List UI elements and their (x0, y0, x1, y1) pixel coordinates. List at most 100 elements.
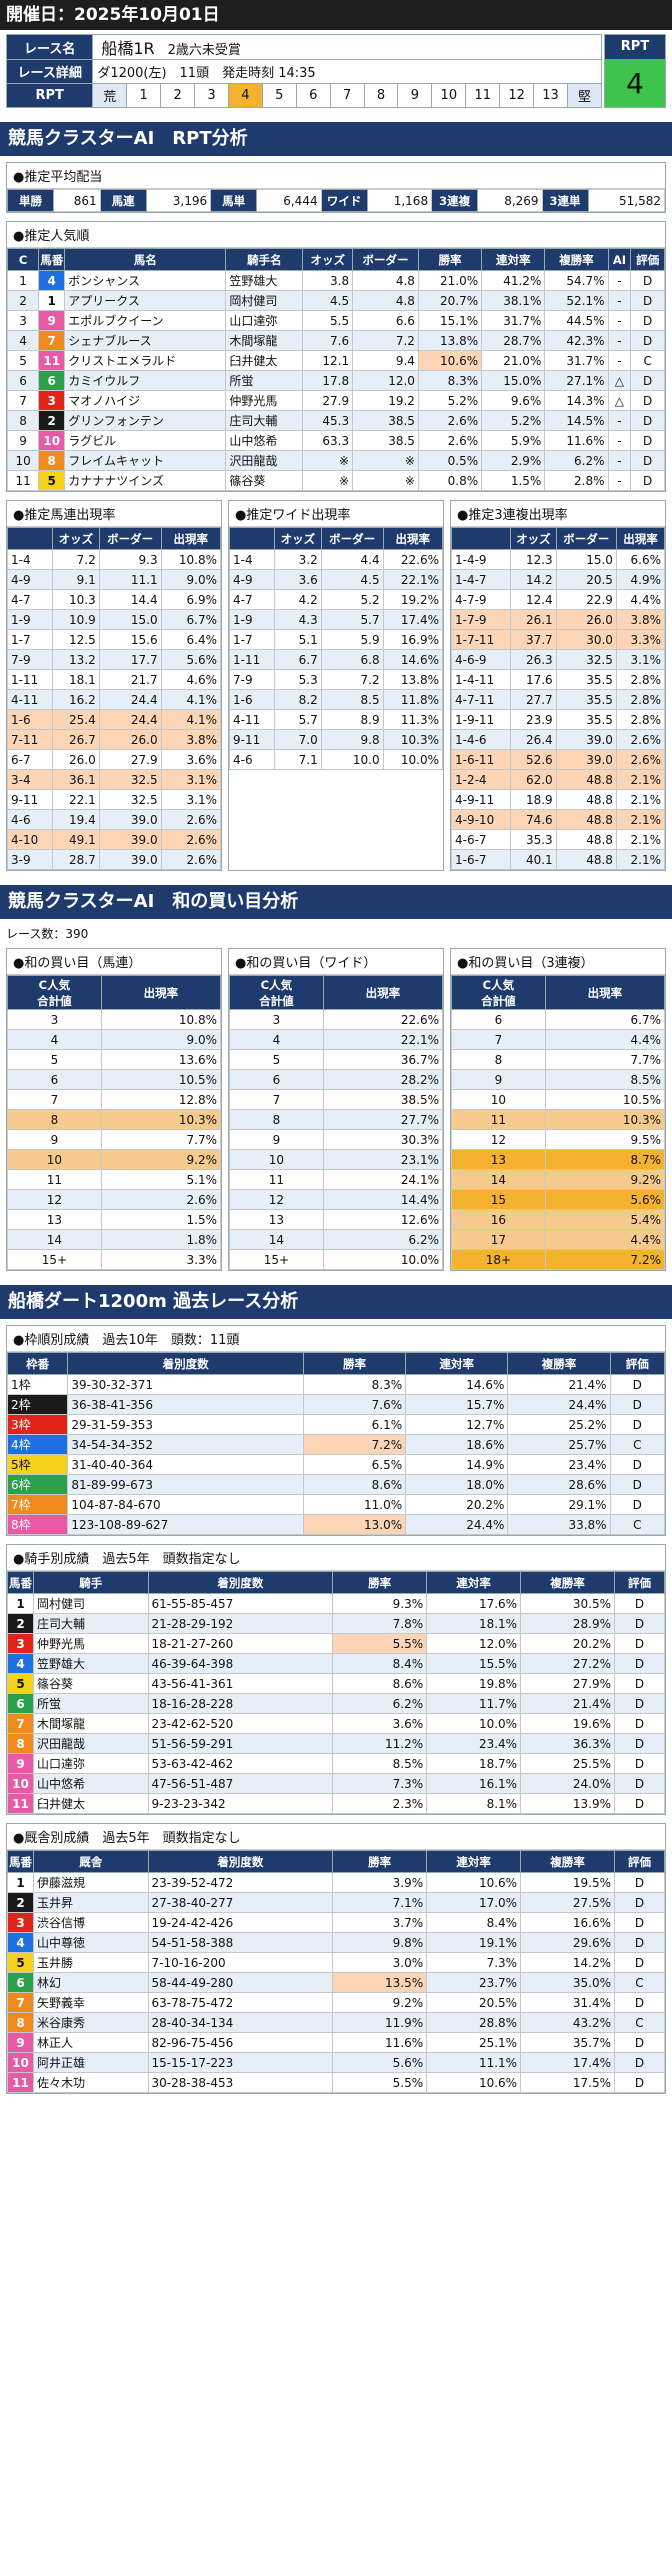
table-cell: 8.4% (332, 1653, 428, 1674)
wa-row: ●和の買い目（馬連） C人気 合計値 出現率 3 10.8% 4 9.0% 5 13.6% 6 10.… (6, 948, 666, 1271)
column-header: 評価 (630, 248, 665, 271)
rating: D (614, 1713, 665, 1734)
table-cell: 3-4 (6, 769, 54, 790)
table-cell: 0.8% (417, 470, 483, 491)
table-cell: 39.0 (98, 809, 162, 830)
table-cell: 11.1 (98, 569, 162, 590)
horse-number: 2 (38, 410, 66, 431)
person-name: 仲野光馬 (33, 1633, 149, 1654)
rating: C (630, 350, 665, 371)
wa-trio-title: ●和の買い目（3連複） (451, 949, 665, 975)
table-row: 9 30.3% (229, 1129, 444, 1150)
table-cell: 2.8% (615, 669, 666, 690)
race-name-text: 船橋1R (101, 39, 155, 58)
column-header: 勝率 (302, 1352, 407, 1375)
table-cell: 10.6% (426, 2072, 522, 2093)
table-row: 5 36.7% (229, 1049, 444, 1070)
table-header: オッズ ボーダー 出現率 (6, 527, 222, 550)
table-row: 16 5.4% (451, 1209, 666, 1230)
rating: D (630, 390, 665, 411)
table-cell: 22.6% (382, 549, 444, 570)
table-cell: 4-6 (6, 809, 54, 830)
sum-value: 7 (229, 1089, 324, 1110)
record: 123-108-89-627 (67, 1514, 304, 1535)
table-cell: 2.9% (481, 450, 546, 471)
table-cell: 5.6% (160, 649, 222, 670)
table-cell: 7-11 (6, 729, 54, 750)
ai-mark: - (607, 330, 632, 351)
table-row: 7 木間塚龍 23-42-62-520 3.6% 10.0% 19.6% D (7, 1713, 665, 1734)
table-cell: 22.1% (382, 569, 444, 590)
table-cell: 12.7% (405, 1414, 509, 1435)
table-cell: 5.2 (320, 589, 384, 610)
table-cell: 7.2% (302, 1434, 407, 1455)
horse-number: 10 (7, 2052, 34, 2073)
jockey-name: 岡村健司 (225, 290, 304, 311)
table-row: 13 8.7% (451, 1149, 666, 1170)
table-row: 6 28.2% (229, 1069, 444, 1090)
wide-box: ●推定ワイド出現率 オッズ ボーダー 出現率 1-4 3.2 4.4 22.6% 4-9 3.6 4… (228, 500, 444, 871)
table-cell: 3.8% (160, 729, 222, 750)
jockey-table: 馬番 騎手 着別度数 勝率 連対率 複勝率 評価 1 岡村健司 61-55-85-457 9.3% 1… (7, 1571, 665, 1814)
table-cell: 11.1% (426, 2052, 522, 2073)
jockey-box: ●騎手別成績 過去5年 頭数指定なし 馬番 騎手 着別度数 勝率 連対率 複勝率 評価 1 岡村… (6, 1544, 666, 1815)
person-name: 林幻 (33, 1972, 149, 1993)
column-header: 出現率 (615, 527, 666, 550)
table-row: 5 11 クリストエメラルド 臼井健太 12.1 9.4 10.6% 21.0% 31.7% - C (6, 350, 665, 371)
table-cell: 3.6% (160, 749, 222, 770)
table-cell: 8.1% (426, 1793, 522, 1814)
table-cell: 40.1 (510, 849, 557, 870)
jockey-name: 木間塚龍 (225, 330, 304, 351)
appearance-rate: 10.0% (322, 1249, 444, 1270)
table-cell: 10.6% (417, 350, 483, 371)
table-cell: 12.0% (426, 1633, 522, 1654)
table-cell: 39.0 (555, 729, 617, 750)
table-header: 枠番 着別度数 勝率 連対率 複勝率 評価 (6, 1352, 666, 1375)
column-header: オッズ (52, 527, 100, 550)
appearance-rate: 3.3% (100, 1249, 222, 1270)
column-header: オッズ (302, 248, 354, 271)
table-row: 8 10.3% (7, 1109, 222, 1130)
wa-umaren-box: ●和の買い目（馬連） C人気 合計値 出現率 3 10.8% 4 9.0% 5 13.6% 6 10.… (6, 948, 222, 1271)
column-header: 枠番 (6, 1352, 69, 1375)
table-row: 11 10.3% (451, 1109, 666, 1130)
rpt-value: 4 (605, 59, 665, 107)
table-cell: 16.2 (52, 689, 100, 710)
rpt-scale-cell: 3 (194, 83, 229, 108)
table-cell: 6.9% (160, 589, 222, 610)
table-cell: 2.1% (615, 809, 666, 830)
race-name: 船橋1R 2歳六未受賞 (92, 34, 602, 60)
table-cell: 17.5% (520, 2072, 615, 2093)
column-header: 馬番 (7, 1850, 34, 1873)
table-cell: 2.6% (615, 729, 666, 750)
table-cell: 9.1 (52, 569, 100, 590)
table-cell: 5.5% (332, 2072, 428, 2093)
sum-value: 4 (7, 1029, 102, 1050)
rating: D (614, 1773, 665, 1794)
table-cell: 5.7 (274, 709, 322, 730)
horse-name: マオノハイジ (64, 390, 227, 411)
table-cell: 38.5 (352, 410, 419, 431)
table-cell: 10.6% (426, 1872, 522, 1893)
table-cell: 7.6 (302, 330, 354, 351)
table-row: 3 仲野光馬 18-21-27-260 5.5% 12.0% 20.2% D (7, 1633, 665, 1654)
popularity-rank: 6 (6, 370, 40, 391)
table-cell: ※ (352, 470, 419, 491)
rating: D (614, 1593, 665, 1614)
table-cell: 12.4 (510, 589, 557, 610)
table-cell: 6.1% (302, 1414, 407, 1435)
umaren-box: ●推定馬連出現率 オッズ ボーダー 出現率 1-4 7.2 9.3 10.8% 4-9 9.1 11… (6, 500, 222, 871)
table-cell: 32.5 (98, 789, 162, 810)
person-name: 臼井健太 (33, 1793, 149, 1814)
table-header: オッズ ボーダー 出現率 (450, 527, 666, 550)
sum-value: 18+ (451, 1249, 546, 1270)
appearance-rate: 7.2% (544, 1249, 666, 1270)
table-cell: 7.0 (274, 729, 322, 750)
column-header: AI (607, 248, 632, 271)
sum-value: 15+ (7, 1249, 102, 1270)
rating: C (614, 2012, 665, 2033)
appearance-rate: 10.3% (100, 1109, 222, 1130)
table-row: 4-7 4.2 5.2 19.2% (228, 589, 444, 610)
table-cell: 4.4% (615, 589, 666, 610)
table-cell: 36.1 (52, 769, 100, 790)
